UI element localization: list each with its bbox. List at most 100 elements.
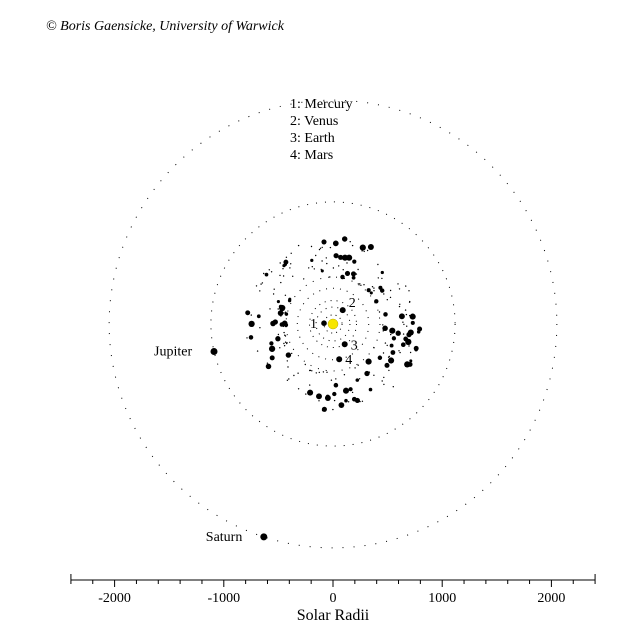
asteroid-dot <box>266 364 272 370</box>
asteroid-speck <box>389 356 390 357</box>
asteroid-speck <box>256 285 257 286</box>
asteroid-speck <box>369 372 370 373</box>
asteroid-dot <box>410 314 416 320</box>
asteroid-dot <box>343 388 349 394</box>
asteroid-speck <box>297 373 298 374</box>
asteroid-speck <box>334 400 335 401</box>
asteroid-speck <box>410 352 411 353</box>
asteroid-speck <box>267 363 268 364</box>
asteroid-dot <box>368 244 374 250</box>
asteroid-speck <box>383 377 384 378</box>
asteroid-speck <box>319 372 320 373</box>
asteroid-speck <box>278 334 279 335</box>
asteroid-speck <box>398 350 399 351</box>
asteroid-speck <box>390 290 391 291</box>
planet-label-earth: 3 <box>351 338 358 353</box>
asteroid-speck <box>342 404 343 405</box>
planet-venus <box>340 307 346 313</box>
asteroid-speck <box>322 410 323 411</box>
asteroid-dot <box>277 300 280 303</box>
asteroid-speck <box>390 297 391 298</box>
asteroid-speck <box>352 392 353 393</box>
asteroid-speck <box>284 324 285 325</box>
asteroid-speck <box>319 397 320 398</box>
asteroid-dot <box>325 395 331 401</box>
asteroid-speck <box>378 277 379 278</box>
asteroid-speck <box>354 367 355 368</box>
planet-label-jupiter: Jupiter <box>154 345 192 360</box>
asteroid-dot <box>417 326 422 331</box>
asteroid-speck <box>390 334 391 335</box>
asteroid-speck <box>385 342 386 343</box>
asteroid-speck <box>288 378 289 379</box>
asteroid-speck <box>287 380 288 381</box>
asteroid-speck <box>372 286 373 287</box>
asteroid-dot <box>316 393 322 399</box>
asteroid-dot <box>245 310 250 315</box>
asteroid-speck <box>397 283 398 284</box>
asteroid-dot <box>288 298 291 301</box>
asteroid-speck <box>405 309 406 310</box>
asteroid-speck <box>280 262 281 263</box>
asteroid-speck <box>362 401 363 402</box>
asteroid-speck <box>399 306 400 307</box>
asteroid-speck <box>262 282 263 283</box>
asteroid-dot <box>342 236 347 241</box>
asteroid-dot <box>414 346 419 351</box>
asteroid-speck <box>283 312 284 313</box>
x-tick-label: -1000 <box>207 591 240 606</box>
asteroid-speck <box>379 311 380 312</box>
asteroid-speck <box>402 322 403 323</box>
asteroid-speck <box>382 380 383 381</box>
asteroid-speck <box>350 241 351 242</box>
asteroid-dot <box>351 271 356 276</box>
asteroid-dot <box>369 388 373 392</box>
asteroid-dot <box>278 310 284 316</box>
asteroid-dot <box>367 288 371 292</box>
asteroid-speck <box>257 350 258 351</box>
asteroid-dot <box>408 329 414 335</box>
asteroid-dot <box>340 275 344 279</box>
asteroid-speck <box>377 264 378 265</box>
asteroid-dot <box>380 288 384 292</box>
asteroid-speck <box>269 269 270 270</box>
asteroid-speck <box>321 269 322 270</box>
asteroid-dot <box>352 397 357 402</box>
asteroid-dot <box>401 342 406 347</box>
asteroid-speck <box>383 330 384 331</box>
asteroid-speck <box>332 409 333 410</box>
asteroid-speck <box>363 245 364 246</box>
asteroid-speck <box>335 378 336 379</box>
asteroid-dot <box>339 402 345 408</box>
asteroid-speck <box>271 271 272 272</box>
asteroid-dot <box>333 241 339 247</box>
asteroid-speck <box>291 353 292 354</box>
asteroid-speck <box>359 283 360 284</box>
asteroid-speck <box>330 247 331 248</box>
asteroid-speck <box>403 333 404 334</box>
asteroid-speck <box>399 304 400 305</box>
asteroid-speck <box>283 343 284 344</box>
asteroid-speck <box>359 401 360 402</box>
asteroid-dot <box>265 273 269 277</box>
asteroid-speck <box>388 370 389 371</box>
asteroid-speck <box>293 375 294 376</box>
asteroid-dot <box>342 255 348 261</box>
asteroid-dot <box>334 253 339 258</box>
asteroid-dot <box>374 299 378 303</box>
asteroid-speck <box>286 257 287 258</box>
legend-item-mars: 4: Mars <box>290 148 333 163</box>
asteroid-speck <box>280 315 281 316</box>
asteroid-speck <box>409 315 410 316</box>
asteroid-speck <box>316 372 317 373</box>
asteroid-dot <box>332 392 336 396</box>
asteroid-dot <box>352 259 356 263</box>
asteroid-dot <box>366 359 372 365</box>
asteroid-dot <box>356 378 360 382</box>
asteroid-speck <box>373 347 374 348</box>
asteroid-speck <box>359 378 360 379</box>
asteroid-speck <box>348 401 349 402</box>
planet-saturn <box>260 533 267 540</box>
asteroid-speck <box>287 360 288 361</box>
x-tick-label: -2000 <box>98 591 131 606</box>
